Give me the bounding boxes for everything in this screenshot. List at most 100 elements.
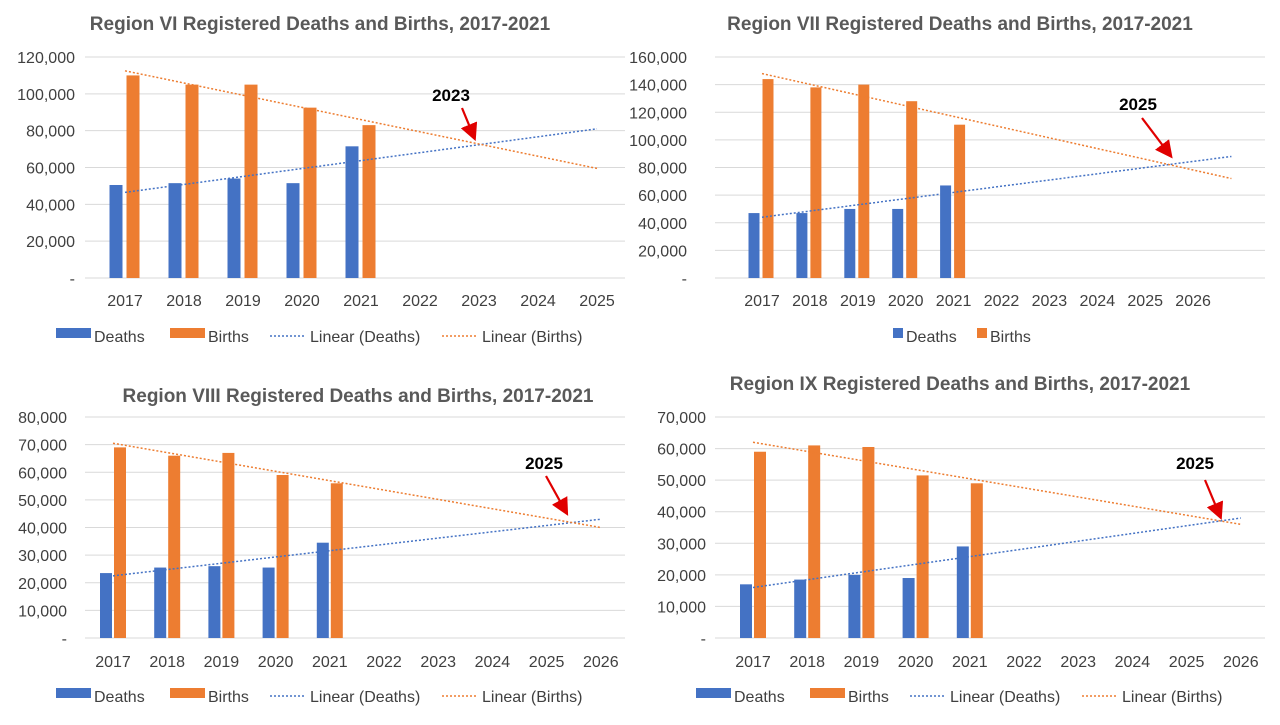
bar-births [954,124,966,279]
chart-title: Region VI Registered Deaths and Births, … [90,14,551,35]
legend-item: Births [170,328,249,346]
x-tick-label: 2023 [461,293,497,310]
legend-item: Linear (Births) [442,689,582,706]
chart-title: Region VIII Registered Deaths and Births… [123,386,594,407]
y-tick-label: 30,000 [18,548,67,565]
chart-title: Region VII Registered Deaths and Births,… [727,14,1193,35]
x-tick-label: 2023 [1060,654,1096,671]
legend-label: Deaths [94,329,145,346]
legend-label: Linear (Deaths) [950,689,1060,706]
legend-item: Linear (Births) [442,329,582,346]
bar-deaths [940,185,952,278]
bar-deaths [154,567,167,638]
bar-deaths [848,574,861,638]
bar-births [276,475,289,638]
y-tick-label: 40,000 [26,197,75,214]
bar-births [858,84,870,278]
legend-label: Births [208,689,249,706]
y-tick-label: 20,000 [18,576,67,593]
bar-deaths [794,579,807,638]
annotation-label: 2025 [1176,454,1214,473]
trendline-births [112,442,601,529]
bar-deaths [109,184,123,278]
legend-label: Deaths [906,329,957,346]
bar-births [303,107,317,278]
annotation-arrow [1203,479,1224,521]
bar-births [754,451,766,638]
legend-label: Deaths [734,689,785,706]
bar-deaths [262,567,275,638]
y-tick-label: 60,000 [657,442,706,459]
bar-deaths [168,183,182,278]
chart-panel-2: Region VII Registered Deaths and Births,… [629,14,1265,346]
y-tick-label: 140,000 [629,78,687,95]
bar-births [970,483,983,638]
x-tick-label: 2021 [312,654,348,671]
annotation-label: 2023 [432,86,470,105]
bar-births [362,125,376,279]
y-tick-label: 20,000 [26,234,75,251]
bar-births [916,475,929,638]
y-tick-label: 20,000 [638,243,687,260]
bar-births [906,101,918,278]
y-tick-label: 40,000 [18,521,67,538]
legend-item: Deaths [893,328,957,346]
legend-label: Linear (Deaths) [310,329,420,346]
legend-swatch-births [810,688,845,698]
legend-item: Births [977,328,1031,346]
x-tick-label: 2019 [844,654,880,671]
chart-panel-4: Region IX Registered Deaths and Births, … [657,374,1265,706]
x-tick-label: 2026 [1175,293,1211,310]
y-tick-label: 30,000 [657,536,706,553]
x-tick-label: 2017 [735,654,771,671]
legend-item: Deaths [696,688,785,706]
x-tick-label: 2022 [366,654,402,671]
legend-label: Births [848,689,889,706]
bar-deaths [892,208,904,278]
y-tick-label: 80,000 [26,124,75,141]
legend-swatch-births [170,688,205,698]
chart-panel-1: Region VI Registered Deaths and Births, … [17,14,625,346]
y-tick-label: 80,000 [18,410,67,427]
bar-births [222,452,235,638]
x-tick-label: 2024 [1115,654,1151,671]
x-tick-label: 2025 [1127,293,1163,310]
trendline-births [752,441,1241,526]
y-tick-label: 160,000 [629,50,687,67]
x-tick-label: 2018 [789,654,825,671]
y-tick-label: 40,000 [657,505,706,522]
x-tick-label: 2023 [420,654,456,671]
y-tick-label: - [701,631,706,648]
annotation-arrow [545,475,569,516]
bar-deaths [844,208,856,278]
y-tick-label: 100,000 [17,87,75,104]
bar-deaths [740,584,752,638]
y-tick-label: 50,000 [18,493,67,510]
x-tick-label: 2023 [1032,293,1068,310]
bar-births [114,447,126,638]
x-tick-label: 2018 [149,654,185,671]
y-tick-label: 10,000 [657,599,706,616]
bar-deaths [286,183,300,278]
y-tick-label: 120,000 [17,50,75,67]
x-tick-label: 2026 [583,654,619,671]
y-tick-label: 20,000 [657,568,706,585]
bar-deaths [316,542,329,638]
chart-panel-3: Region VIII Registered Deaths and Births… [18,386,625,706]
bar-births [185,84,199,278]
x-tick-label: 2018 [166,293,202,310]
legend-label: Linear (Deaths) [310,689,420,706]
legend-swatch-deaths [696,688,731,698]
annotation-arrow [1141,117,1173,159]
bar-deaths [796,213,808,278]
y-tick-label: - [70,271,75,288]
x-tick-label: 2017 [744,293,780,310]
legend-label: Linear (Births) [1122,689,1222,706]
trendline-deaths [112,518,601,577]
y-tick-label: 40,000 [638,216,687,233]
y-tick-label: - [682,271,687,288]
legend-item: Linear (Deaths) [910,689,1060,706]
legend-swatch-births [977,328,987,338]
legend-label: Linear (Births) [482,329,582,346]
legend-label: Linear (Births) [482,689,582,706]
